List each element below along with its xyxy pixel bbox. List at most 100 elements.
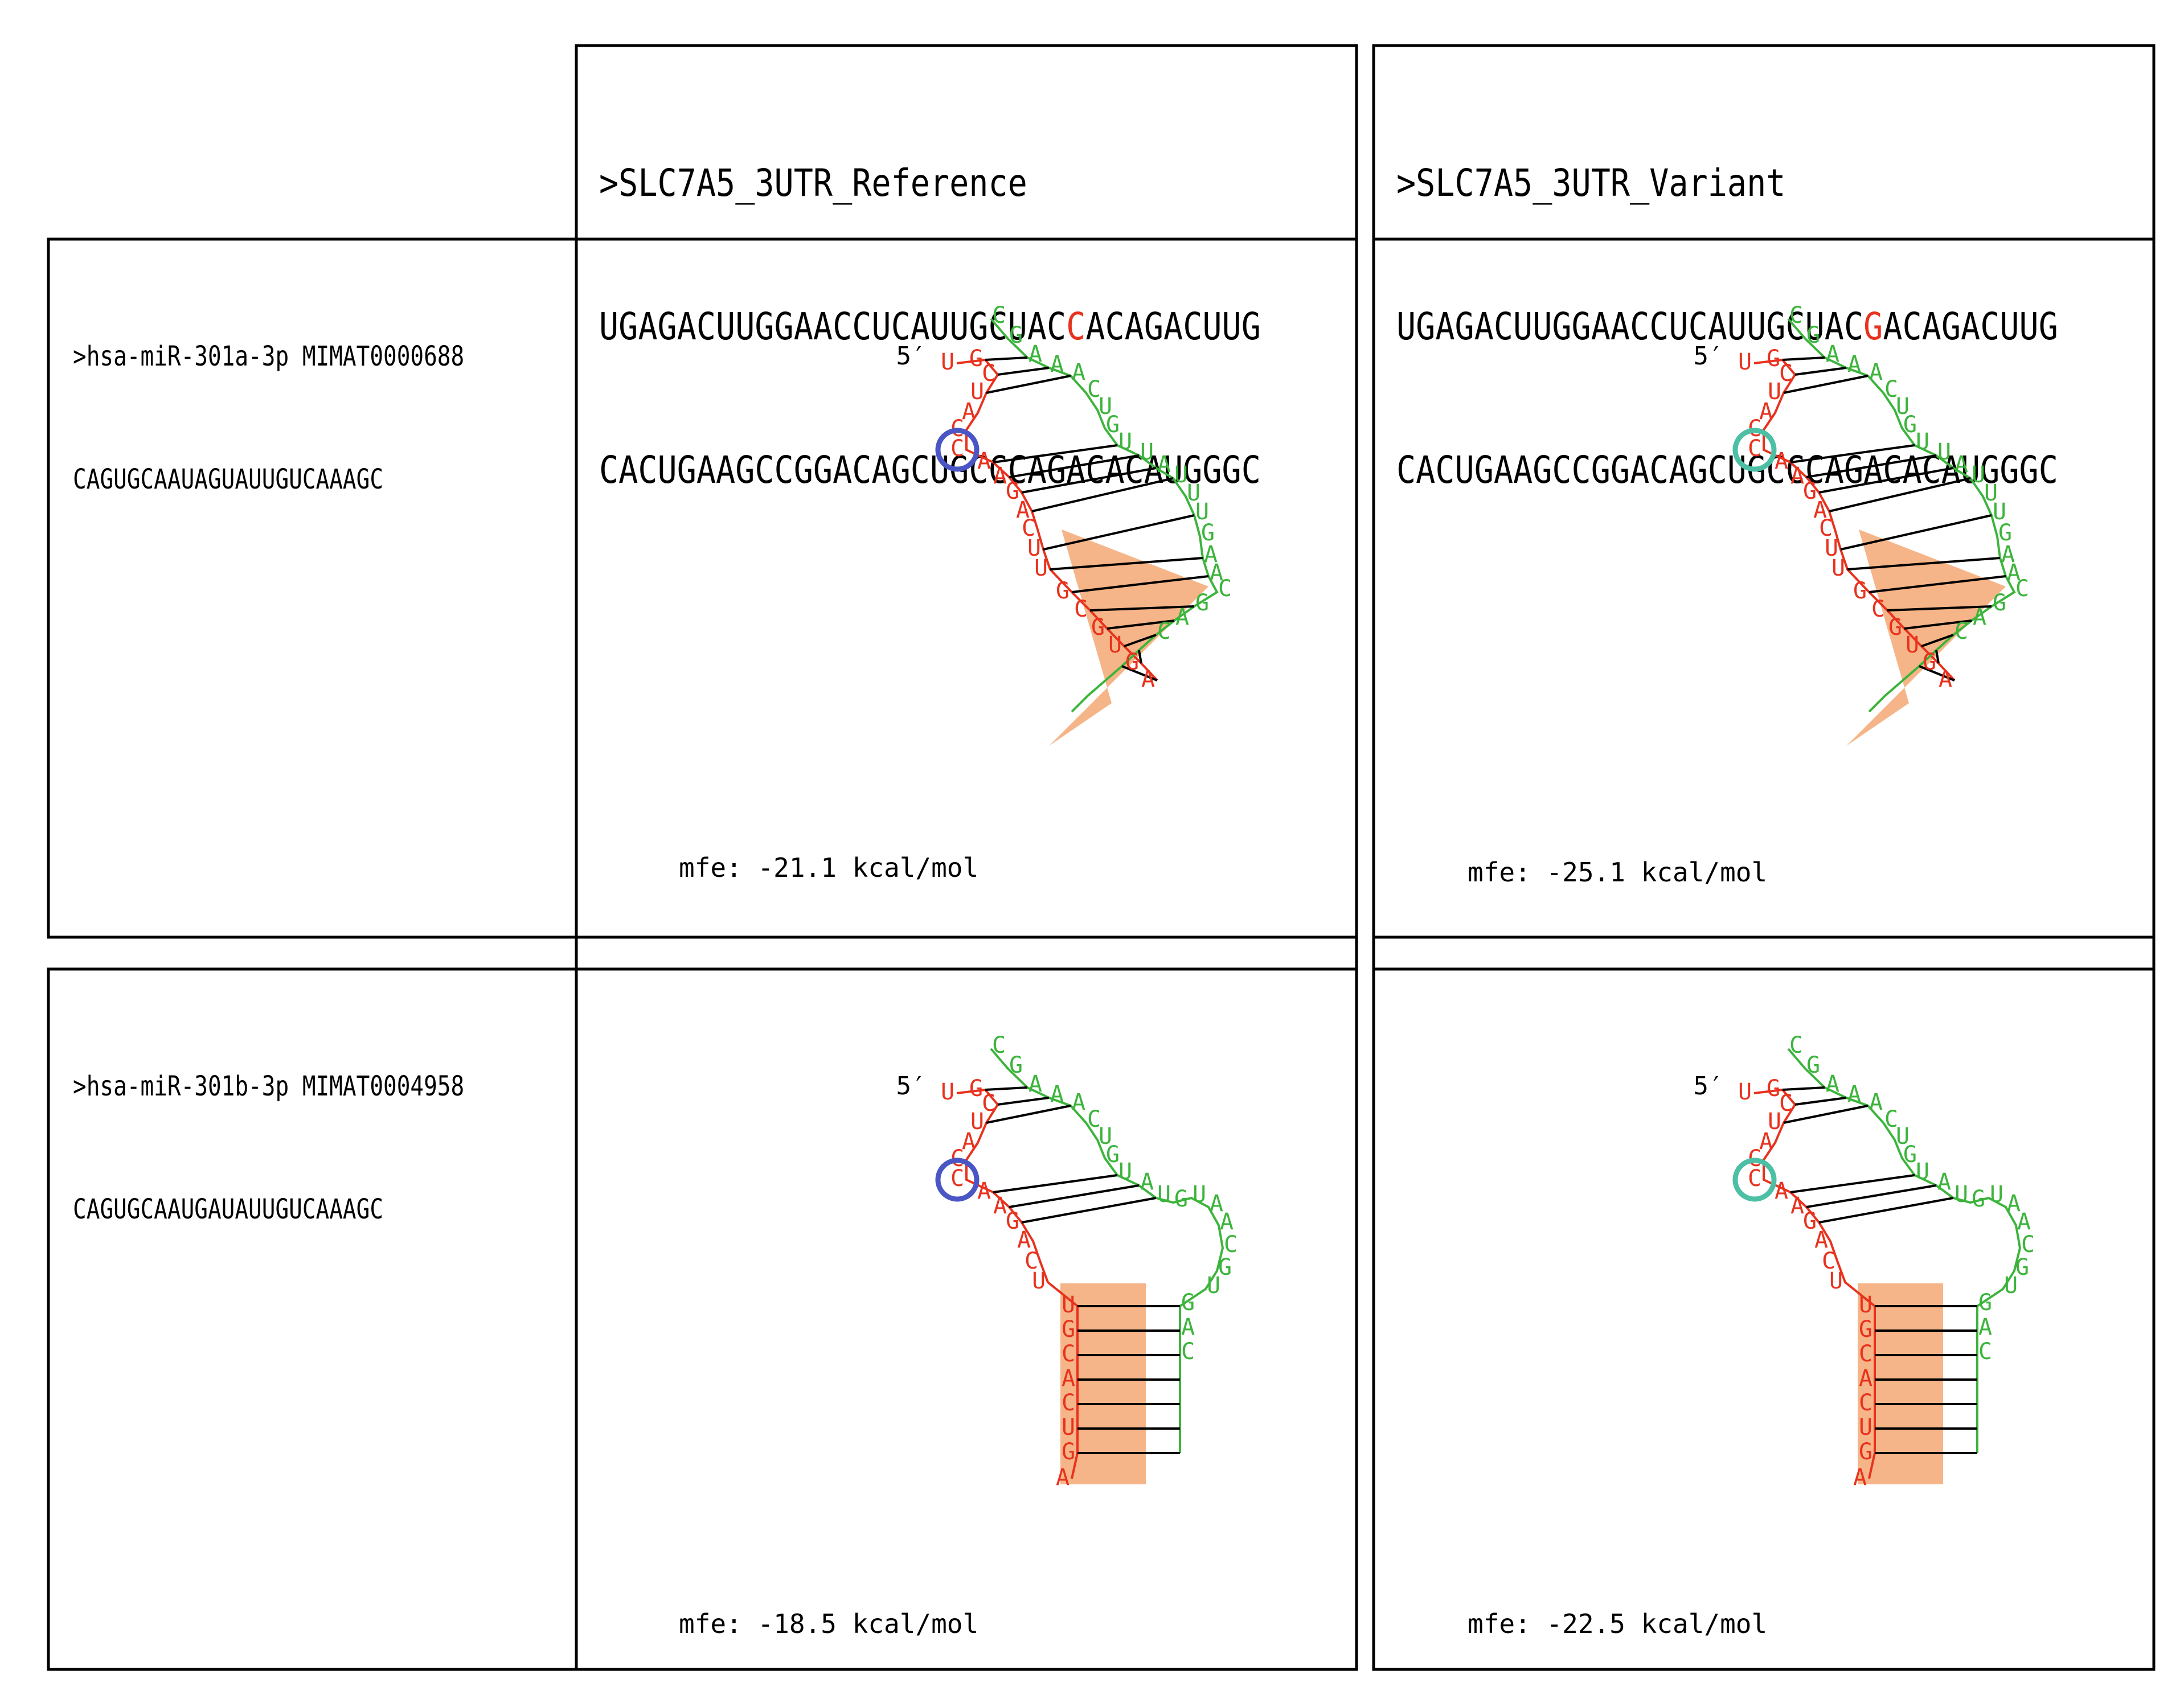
mirna-base: U bbox=[1118, 1159, 1132, 1185]
target-base: U bbox=[1032, 1268, 1046, 1294]
target-base: G bbox=[1125, 649, 1139, 675]
mirna-base: G bbox=[1009, 1052, 1023, 1078]
base-pair-line bbox=[986, 1105, 1071, 1124]
base-pair-line bbox=[1124, 634, 1157, 647]
mirna-base: G bbox=[1998, 520, 2012, 546]
mirna-base: A bbox=[1847, 351, 1861, 377]
spacer-reference bbox=[575, 935, 1358, 971]
target-base: A bbox=[1853, 1464, 1867, 1491]
target-base: U bbox=[1027, 535, 1041, 561]
mirna-base: A bbox=[1050, 351, 1064, 377]
mirna-base: G bbox=[1201, 520, 1215, 546]
target-base: U bbox=[1859, 1292, 1872, 1318]
target-base: A bbox=[1141, 666, 1155, 692]
mirna-base: U bbox=[1157, 1181, 1171, 1208]
base-pair-line bbox=[1138, 650, 1142, 664]
base-pair-line bbox=[1840, 514, 1992, 551]
target-base: A bbox=[1759, 1128, 1773, 1155]
mirna-base: C bbox=[1884, 376, 1898, 403]
target-base: U bbox=[1062, 1414, 1075, 1441]
mirna-301a-seq: CAGUGCAAUAGUAUUGUCAAAGC bbox=[73, 463, 384, 495]
mutation-base-reference: C bbox=[1066, 305, 1086, 348]
seed-region-highlight bbox=[1858, 1283, 1943, 1484]
target-base: A bbox=[1790, 1193, 1804, 1219]
mirna-base: G bbox=[1174, 1186, 1188, 1212]
base-pair-line bbox=[986, 375, 1071, 394]
mirna-base: C bbox=[1954, 618, 1968, 645]
mfe-label: mfe: -21.1 kcal/mol bbox=[679, 852, 978, 883]
base-pair-line bbox=[993, 444, 1118, 463]
base-pair-line bbox=[1031, 477, 1174, 512]
base-pair-line bbox=[1887, 605, 1992, 612]
target-base: C bbox=[1871, 596, 1885, 622]
target-base: A bbox=[977, 1178, 991, 1204]
mirna-base: U bbox=[1984, 480, 1998, 506]
target-base: G bbox=[1091, 614, 1105, 641]
mirna-strand-backbone bbox=[1787, 318, 2016, 713]
base-pair-line bbox=[1783, 375, 1869, 394]
base-pair-line bbox=[1919, 665, 1955, 682]
mirna-base: U bbox=[1140, 439, 1154, 465]
target-base: G bbox=[1767, 346, 1780, 372]
mirna-base: C bbox=[1789, 302, 1803, 329]
target-base: A bbox=[1056, 1464, 1070, 1491]
mirna-base: U bbox=[1193, 1181, 1206, 1208]
mirna-301a: >hsa-miR-301a-3p MIMAT0000688 CAGUGCAAUA… bbox=[73, 254, 464, 582]
mirna-base: G bbox=[1195, 590, 1209, 616]
base-pair-line bbox=[1869, 575, 2006, 593]
mirna-base: C bbox=[1218, 576, 1232, 602]
base-pair-line bbox=[1782, 1086, 1825, 1091]
mirna-base: G bbox=[1009, 322, 1023, 348]
base-pair-line bbox=[1107, 619, 1175, 630]
mirna-base: G bbox=[1806, 1052, 1820, 1078]
mirna-301a-name: >hsa-miR-301a-3p MIMAT0000688 bbox=[73, 340, 465, 372]
mirna-base: U bbox=[1954, 1181, 1968, 1208]
mirna-base: C bbox=[992, 1032, 1006, 1058]
target-base: C bbox=[982, 360, 995, 387]
base-pair-line bbox=[1782, 356, 1825, 361]
target-base: U bbox=[1738, 1079, 1752, 1105]
mirna-base: A bbox=[2001, 541, 2015, 568]
seed-region-highlight bbox=[1049, 530, 1208, 746]
header-variant-seq-line1: UGAGACUUGGAACCUCAUUGCUACGACAGACUUG bbox=[1396, 305, 2058, 348]
mirna-base: G bbox=[1181, 1290, 1195, 1316]
target-base: U bbox=[1062, 1292, 1075, 1318]
target-base: A bbox=[1017, 1227, 1031, 1253]
base-pair-line bbox=[1783, 1105, 1869, 1124]
mirna-base: A bbox=[1175, 604, 1189, 630]
mirna-base: A bbox=[2007, 560, 2021, 586]
target-base: A bbox=[1775, 1178, 1788, 1204]
mirna-base: A bbox=[1157, 452, 1171, 478]
target-base: G bbox=[969, 1076, 983, 1102]
target-base: C bbox=[1779, 1090, 1793, 1117]
mirna-base: C bbox=[2015, 576, 2029, 602]
base-pair-line bbox=[1904, 619, 1972, 630]
base-pair-line bbox=[1009, 1184, 1140, 1208]
target-base: U bbox=[1768, 1109, 1781, 1135]
mirna-base: U bbox=[1207, 1273, 1220, 1299]
mirna-base: A bbox=[1140, 1169, 1154, 1195]
target-base: G bbox=[1062, 1316, 1075, 1343]
target-base: C bbox=[950, 436, 964, 462]
mirna-base: A bbox=[1847, 1081, 1861, 1107]
base-pair-line bbox=[1790, 1174, 1915, 1193]
mirna-base: C bbox=[1157, 618, 1171, 645]
mirna-base: C bbox=[1224, 1232, 1238, 1258]
base-pair-line bbox=[1021, 467, 1157, 494]
mirna-base: A bbox=[1210, 560, 1223, 586]
mirna-base: U bbox=[1896, 393, 1910, 420]
mutation-site-circle bbox=[935, 428, 980, 472]
mirna-base: G bbox=[1978, 1290, 1992, 1316]
five-prime-label: 5′ bbox=[1694, 342, 1724, 371]
mirna-base: U bbox=[1099, 1123, 1112, 1150]
five-prime-label: 5′ bbox=[896, 342, 927, 371]
target-base: U bbox=[1831, 555, 1845, 581]
mirna-base: A bbox=[2017, 1209, 2031, 1235]
target-base: C bbox=[950, 1166, 964, 1192]
target-base: G bbox=[1056, 578, 1070, 604]
five-prime-label: 5′ bbox=[896, 1072, 927, 1101]
